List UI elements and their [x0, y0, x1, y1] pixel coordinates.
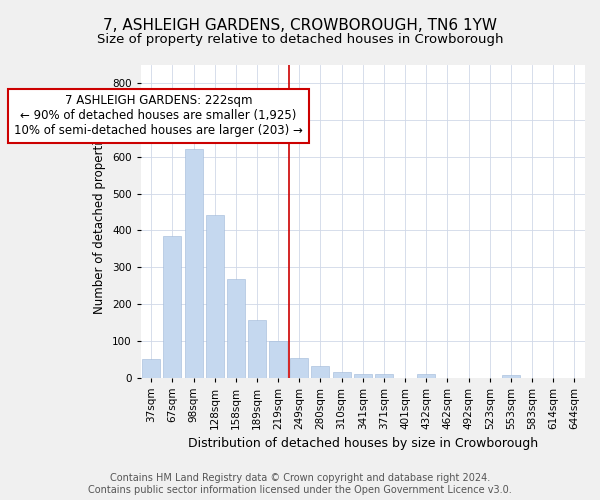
Text: 7 ASHLEIGH GARDENS: 222sqm
← 90% of detached houses are smaller (1,925)
10% of s: 7 ASHLEIGH GARDENS: 222sqm ← 90% of deta… [14, 94, 303, 138]
Y-axis label: Number of detached properties: Number of detached properties [94, 128, 106, 314]
Bar [290, 358, 308, 378]
Bar [142, 359, 160, 378]
Bar [206, 215, 224, 378]
Text: Size of property relative to detached houses in Crowborough: Size of property relative to detached ho… [97, 32, 503, 46]
Bar [311, 366, 329, 378]
Text: 7, ASHLEIGH GARDENS, CROWBOROUGH, TN6 1YW: 7, ASHLEIGH GARDENS, CROWBOROUGH, TN6 1Y… [103, 18, 497, 32]
Bar [332, 372, 350, 378]
Bar [269, 342, 287, 378]
Text: Contains HM Land Registry data © Crown copyright and database right 2024.
Contai: Contains HM Land Registry data © Crown c… [88, 474, 512, 495]
Bar [248, 320, 266, 378]
Bar [185, 149, 203, 378]
Bar [502, 374, 520, 378]
Bar [163, 236, 181, 378]
Bar [375, 374, 393, 378]
Bar [417, 374, 435, 378]
Bar [227, 280, 245, 378]
X-axis label: Distribution of detached houses by size in Crowborough: Distribution of detached houses by size … [188, 437, 538, 450]
Bar [354, 374, 372, 378]
